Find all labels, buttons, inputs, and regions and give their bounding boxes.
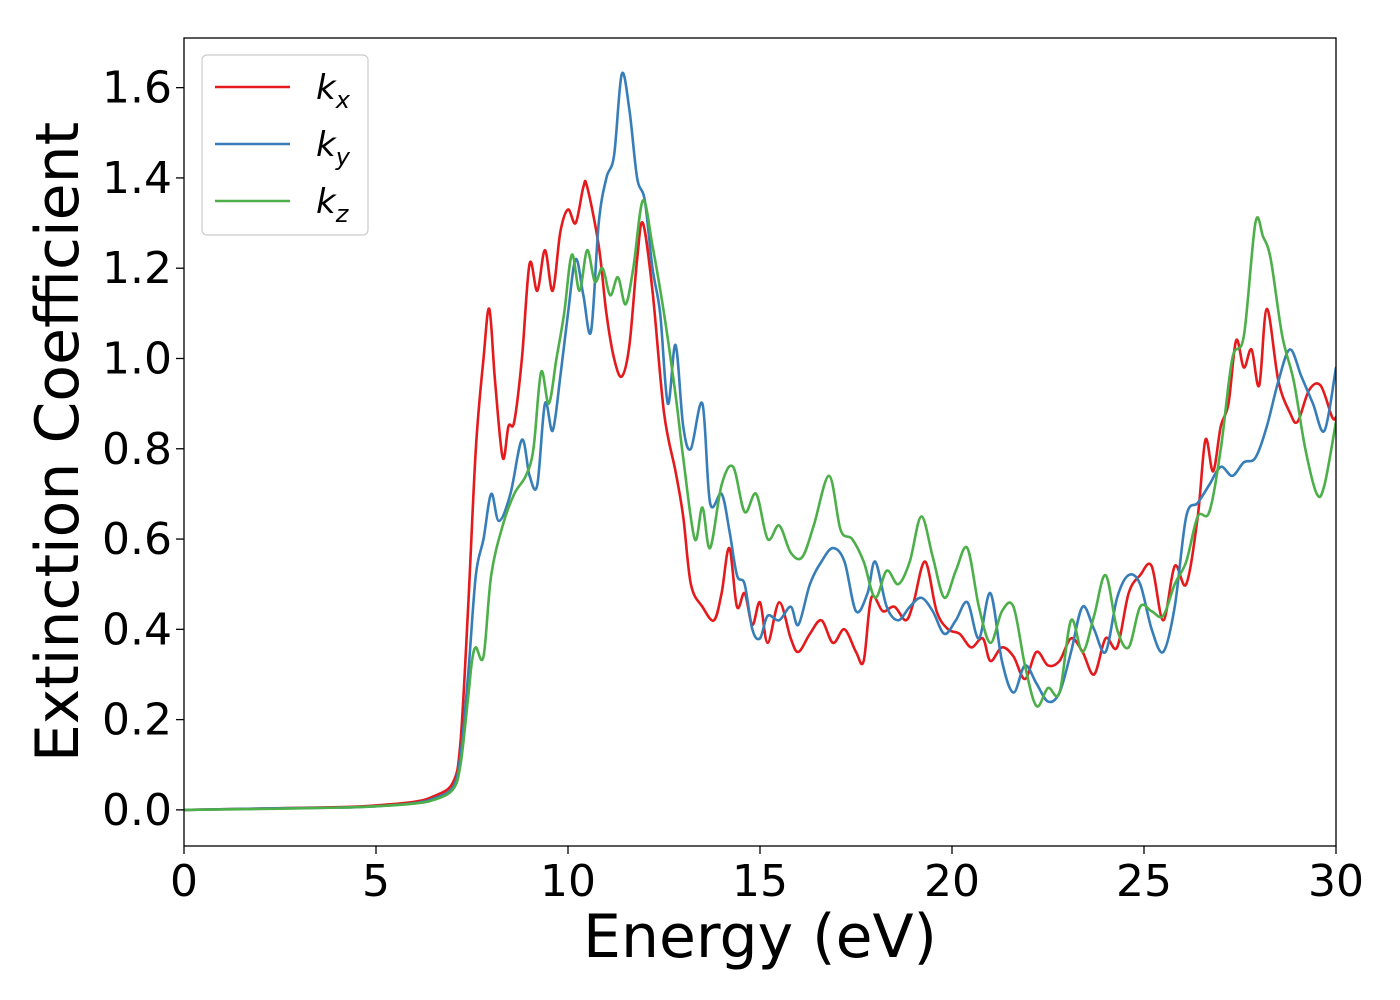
legend-label-main: k	[316, 125, 337, 165]
y-tick-label: 0.0	[102, 785, 172, 836]
x-tick-label: 30	[1308, 856, 1364, 907]
y-tick-label: 1.0	[102, 333, 172, 384]
x-tick-label: 10	[540, 856, 596, 907]
x-tick-label: 15	[732, 856, 788, 907]
series-line-kz	[184, 199, 1336, 812]
x-tick-label: 0	[170, 856, 198, 907]
y-tick-label: 0.4	[102, 604, 172, 655]
y-tick-label: 1.2	[102, 243, 172, 294]
y-tick-label: 0.2	[102, 695, 172, 746]
x-axis-title: Energy (eV)	[583, 902, 937, 972]
legend-label-ky: ky	[316, 125, 351, 171]
y-tick-label: 0.8	[102, 424, 172, 475]
legend-label-kz: kz	[316, 182, 350, 228]
legend-label-main: k	[316, 182, 337, 222]
y-tick-label: 1.6	[102, 63, 172, 114]
legend-label-main: k	[316, 68, 337, 108]
x-tick-label: 25	[1116, 856, 1172, 907]
series-line-kx	[184, 179, 1336, 812]
y-tick-label: 0.6	[102, 514, 172, 565]
legend-label-subscript: y	[335, 143, 351, 171]
y-axis: 0.0 0.2 0.4 0.6 0.8 1.0 1.2 1.4 1.6	[102, 63, 184, 836]
legend-label-subscript: z	[335, 200, 350, 228]
y-axis-title: Extinction Coefficient	[23, 122, 93, 762]
legend-label-subscript: x	[335, 86, 351, 114]
x-tick-label: 20	[924, 856, 980, 907]
series-group	[184, 71, 1336, 812]
x-tick-label: 5	[362, 856, 390, 907]
y-tick-label: 1.4	[102, 153, 172, 204]
series-line-ky	[184, 71, 1336, 812]
legend-label-kx: kx	[316, 68, 351, 114]
x-axis: 0 5 10 15 20 25 30	[170, 846, 1364, 907]
